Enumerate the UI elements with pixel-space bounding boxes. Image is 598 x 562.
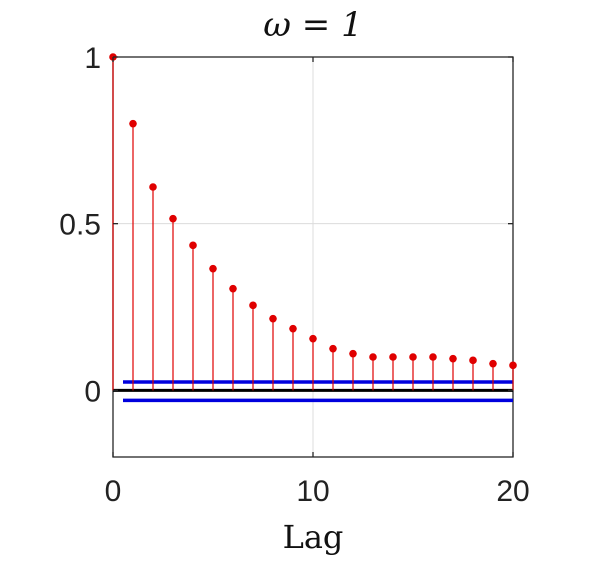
stem-point-18	[469, 356, 477, 365]
stem-point-10	[309, 334, 317, 343]
y-tick-labels: 00.51	[59, 42, 101, 408]
stem-point-4	[189, 241, 197, 250]
stem-point-19	[489, 359, 497, 368]
y-tick-label-0: 0	[84, 375, 101, 408]
x-tick-label-2: 20	[496, 475, 529, 508]
stem-point-15	[409, 353, 417, 361]
stem-point-3	[169, 214, 177, 223]
stem-point-14	[389, 353, 397, 361]
stem-point-20	[509, 361, 517, 370]
stem-point-9	[289, 324, 297, 333]
confidence-bounds	[123, 380, 513, 403]
chart-title: ω = 1	[263, 5, 362, 45]
x-tick-label-0: 0	[105, 475, 122, 508]
x-tick-labels: 0 10 20	[105, 475, 530, 508]
stem-point-12	[349, 349, 357, 358]
axis-ticks	[112, 56, 514, 457]
y-tick-label-1: 0.5	[59, 209, 101, 242]
stem-point-17	[449, 354, 457, 363]
stem-point-6	[229, 284, 237, 293]
stem-series	[109, 53, 517, 391]
y-tick-label-2: 1	[84, 42, 101, 75]
stem-point-13	[369, 353, 377, 361]
stem-point-1	[129, 119, 137, 128]
x-tick-label-1: 10	[296, 475, 329, 508]
stem-point-8	[269, 314, 277, 323]
stem-point-16	[429, 353, 437, 361]
x-axis-label: Lag	[283, 518, 344, 556]
stem-point-11	[329, 344, 337, 353]
stem-point-2	[149, 183, 157, 191]
stem-point-5	[209, 264, 217, 273]
stem-point-7	[249, 301, 257, 310]
